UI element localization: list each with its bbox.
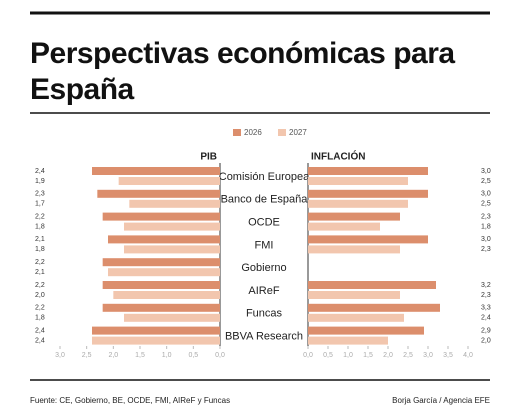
x-tick-label: 1,0 <box>343 352 353 359</box>
chart-title: Perspectivas económicas para España <box>30 37 455 106</box>
value-label: 2,4 <box>35 327 45 334</box>
bar <box>308 303 440 312</box>
x-tick-label: 0,5 <box>323 352 333 359</box>
legend-label: 2026 <box>244 128 262 137</box>
value-label: 1,7 <box>35 201 45 208</box>
bar <box>113 291 220 299</box>
bar <box>308 326 424 335</box>
credit: Borja García / Agencia EFE <box>392 396 490 405</box>
bar <box>92 336 220 345</box>
x-tick-label: 3,0 <box>423 352 433 359</box>
x-tick-label: 1,0 <box>162 352 172 359</box>
value-label: 2,0 <box>35 292 45 299</box>
legend-swatch <box>233 129 241 136</box>
value-label: 2,3 <box>481 246 491 253</box>
value-label: 2,1 <box>35 236 45 243</box>
bar <box>92 167 220 175</box>
value-label: 2,4 <box>481 315 491 322</box>
category-label: FMI <box>255 239 274 251</box>
bar <box>108 235 220 244</box>
x-tick-label: 0,0 <box>303 352 313 359</box>
bar <box>102 258 220 267</box>
bar <box>308 177 408 185</box>
value-label: 2,9 <box>481 327 491 334</box>
value-label: 1,8 <box>35 246 45 253</box>
panel-title: INFLACIÓN <box>311 150 365 163</box>
bar <box>124 222 220 231</box>
category-label: AIReF <box>248 285 279 297</box>
x-tick-label: 0,5 <box>188 352 198 359</box>
bar <box>102 303 220 312</box>
category-label: Comisión Europea <box>219 171 310 183</box>
bar <box>308 212 400 221</box>
x-tick-label: 4,0 <box>463 352 473 359</box>
category-label: Banco de España <box>221 194 309 206</box>
bar <box>308 281 436 289</box>
bar <box>124 245 220 254</box>
value-label: 1,8 <box>481 223 491 230</box>
bar <box>97 189 220 198</box>
category-label: Gobierno <box>241 262 286 274</box>
bar <box>118 177 220 185</box>
x-tick-label: 3,0 <box>55 352 65 359</box>
value-label: 2,5 <box>481 201 491 208</box>
x-tick-label: 0,0 <box>215 352 225 359</box>
bar <box>308 167 428 175</box>
category-label: BBVA Research <box>225 331 303 343</box>
value-label: 3,0 <box>481 236 491 243</box>
bar <box>308 245 400 254</box>
category-label: Funcas <box>246 308 283 320</box>
bar <box>308 189 428 198</box>
value-label: 3,3 <box>481 305 491 312</box>
bar <box>308 336 388 345</box>
value-label: 3,2 <box>481 282 491 289</box>
x-tick-label: 2,5 <box>403 352 413 359</box>
bar <box>308 313 404 322</box>
value-label: 3,0 <box>481 168 491 175</box>
x-tick-label: 1,5 <box>135 352 145 359</box>
bar <box>308 199 408 208</box>
panel-title: PIB <box>200 152 217 163</box>
value-label: 2,1 <box>35 269 45 276</box>
bar <box>92 326 220 335</box>
x-tick-label: 2,5 <box>82 352 92 359</box>
category-label: OCDE <box>248 217 280 229</box>
value-label: 2,5 <box>481 178 491 185</box>
value-label: 2,3 <box>35 191 45 198</box>
value-label: 1,9 <box>35 178 45 185</box>
bar <box>308 235 428 244</box>
x-tick-label: 2,0 <box>108 352 118 359</box>
value-label: 2,2 <box>35 213 45 220</box>
bar <box>108 268 220 277</box>
legend-swatch <box>278 129 286 136</box>
bar <box>308 291 400 299</box>
value-label: 2,3 <box>481 213 491 220</box>
value-label: 2,3 <box>481 292 491 299</box>
bar <box>102 212 220 221</box>
value-label: 2,2 <box>35 259 45 266</box>
legend-label: 2027 <box>289 128 307 137</box>
value-label: 2,4 <box>35 337 45 344</box>
value-label: 1,8 <box>35 315 45 322</box>
value-label: 3,0 <box>481 191 491 198</box>
bar <box>102 281 220 289</box>
value-label: 2,4 <box>35 168 45 175</box>
x-tick-label: 3,5 <box>443 352 453 359</box>
x-tick-label: 2,0 <box>383 352 393 359</box>
bar <box>129 199 220 208</box>
x-tick-label: 1,5 <box>363 352 373 359</box>
value-label: 1,8 <box>35 223 45 230</box>
value-label: 2,2 <box>35 305 45 312</box>
value-label: 2,2 <box>35 282 45 289</box>
source: Fuente: CE, Gobierno, BE, OCDE, FMI, AIR… <box>30 396 230 405</box>
bar <box>308 222 380 231</box>
value-label: 2,0 <box>481 337 491 344</box>
bar <box>124 313 220 322</box>
